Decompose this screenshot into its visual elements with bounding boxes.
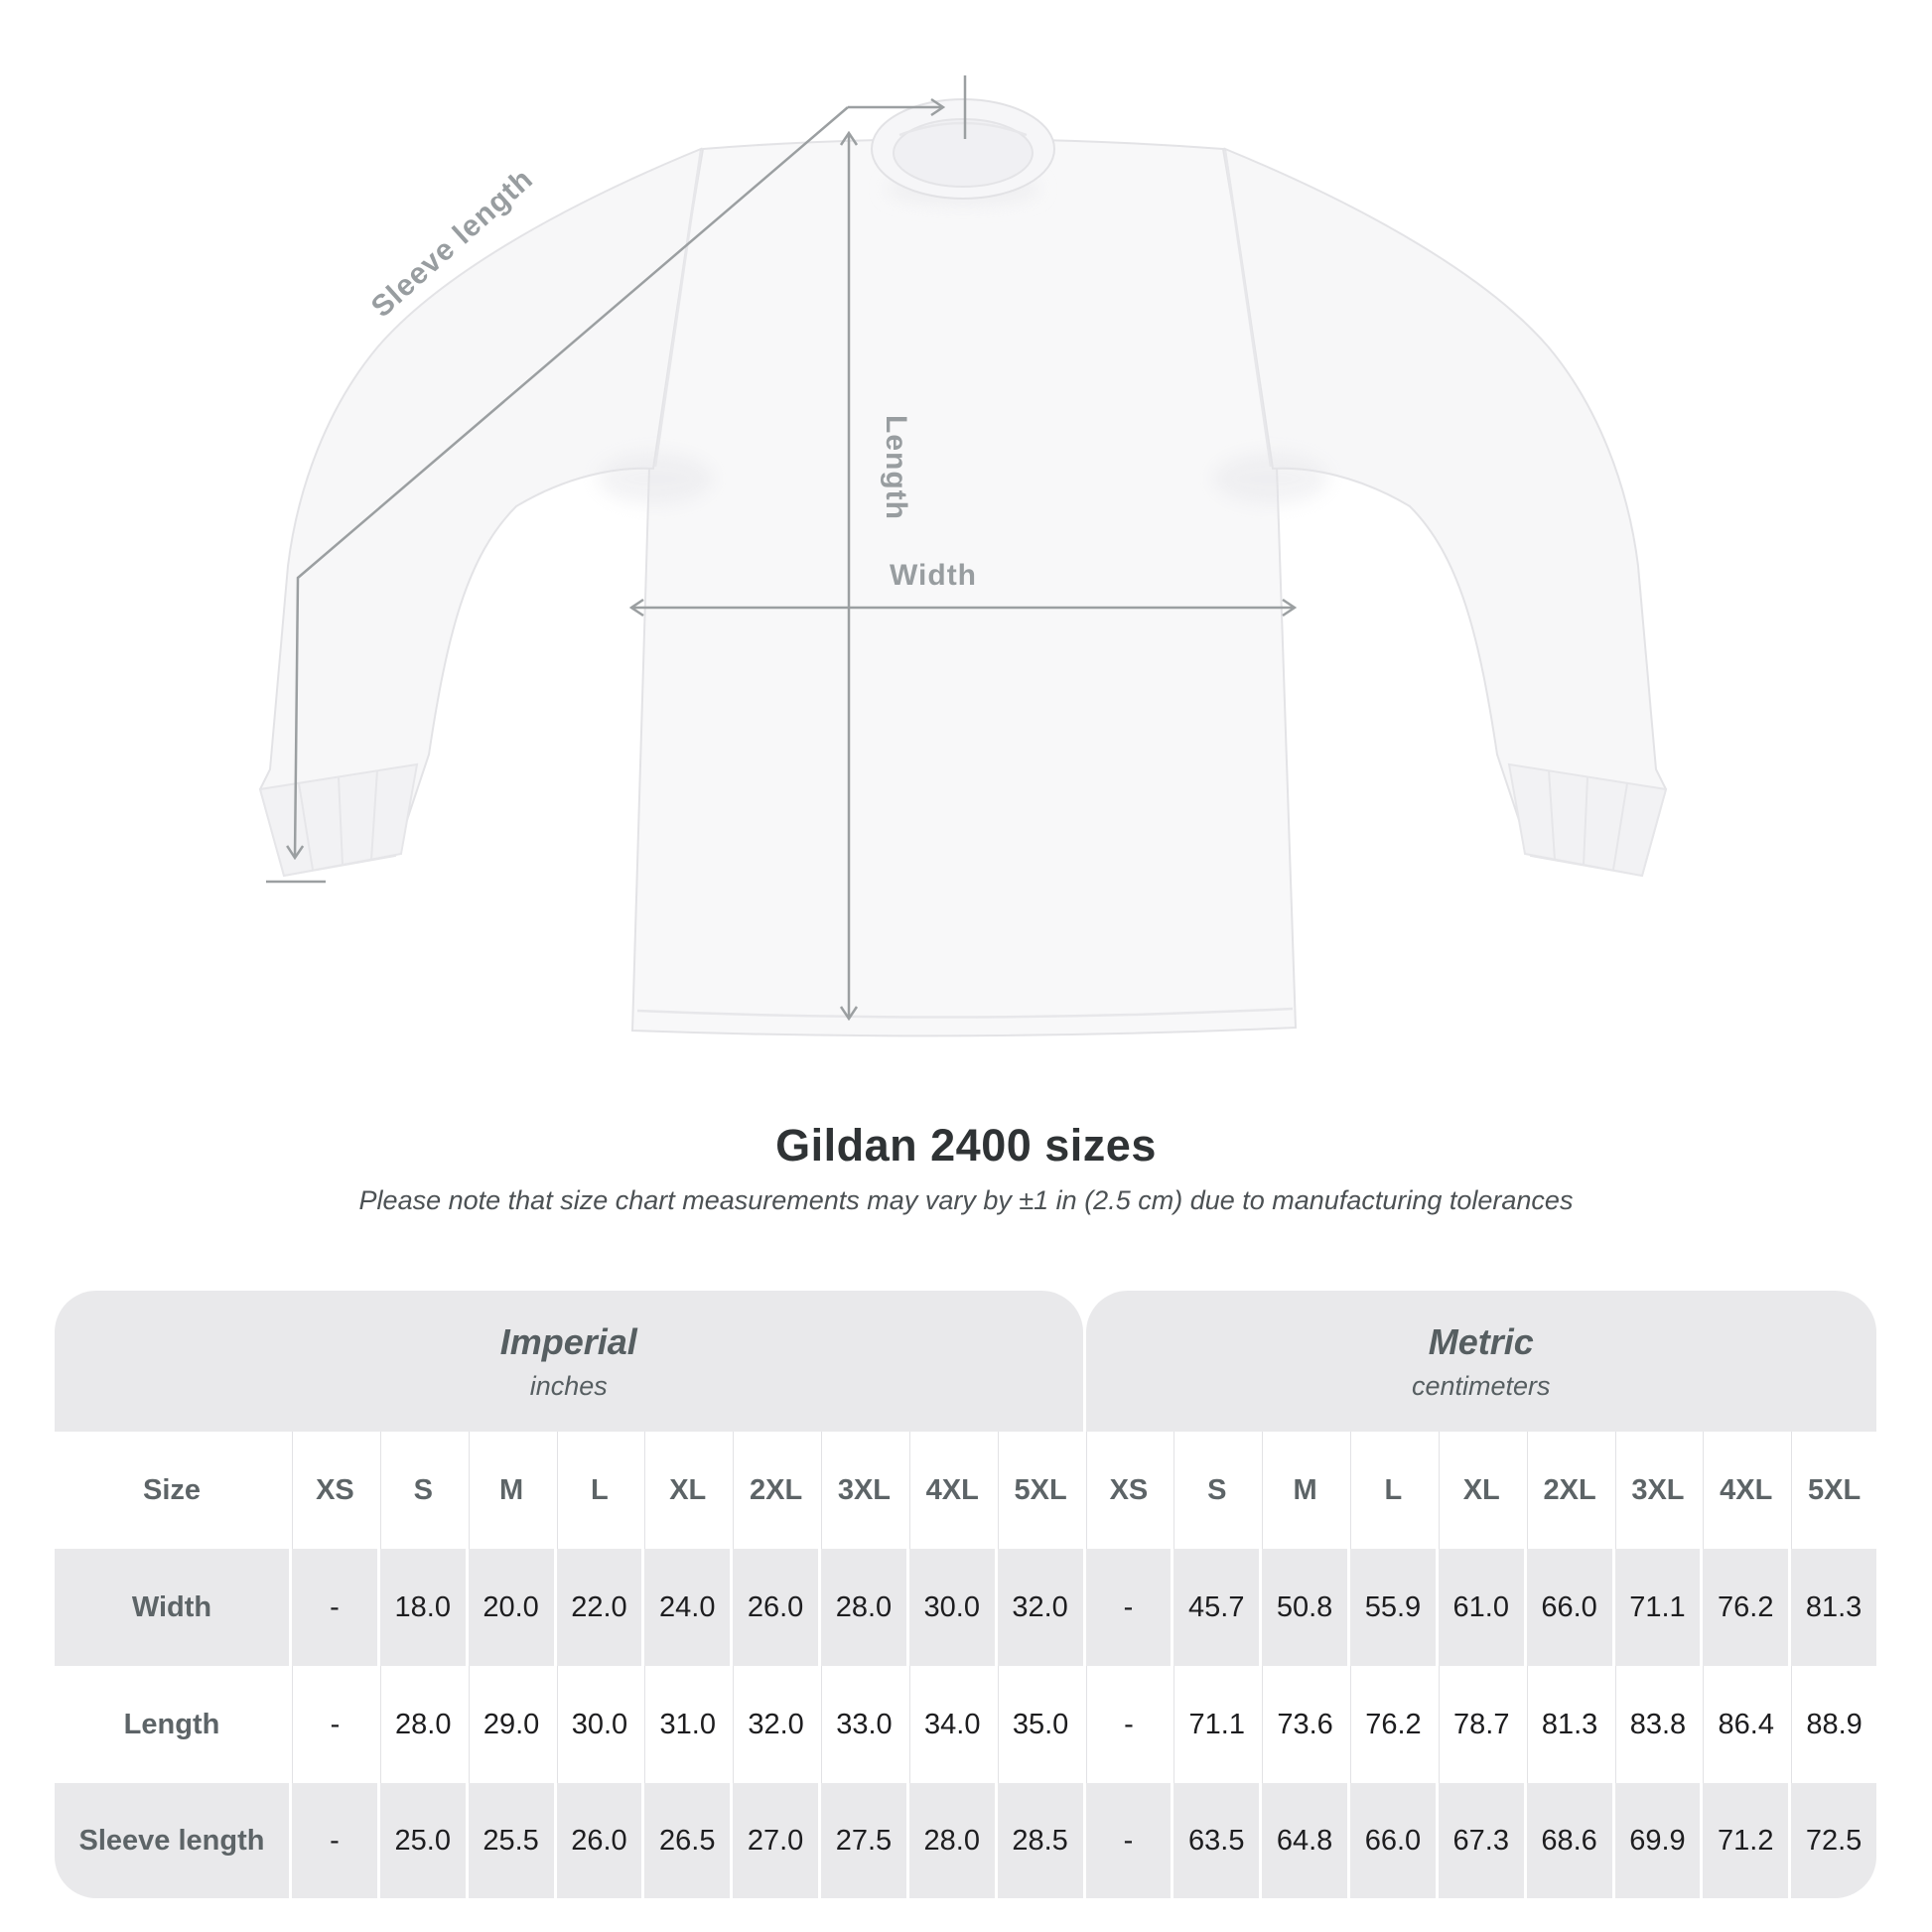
value-cell: 73.6	[1262, 1666, 1347, 1783]
imperial-group-unit: inches	[529, 1370, 608, 1401]
width-label: Width	[890, 559, 977, 592]
value-cell: 32.0	[733, 1666, 818, 1783]
value-cell: 35.0	[997, 1666, 1083, 1783]
size-header: 4XL	[908, 1432, 995, 1549]
value-cell: 55.9	[1350, 1549, 1436, 1666]
value-cell: 30.0	[908, 1549, 995, 1666]
size-header: 4XL	[1703, 1432, 1789, 1549]
size-header: XS	[1085, 1432, 1172, 1549]
size-header: XS	[292, 1432, 377, 1549]
metric-group-unit: centimeters	[1411, 1370, 1551, 1401]
value-cell: 66.0	[1526, 1549, 1612, 1666]
size-header: M	[468, 1432, 554, 1549]
size-header: L	[1350, 1432, 1436, 1549]
imperial-group-header: Imperial inches	[55, 1291, 1083, 1432]
value-cell: 81.3	[1526, 1666, 1612, 1783]
imperial-group-title: Imperial	[499, 1320, 637, 1362]
metric-group-title: Metric	[1428, 1320, 1534, 1362]
size-column-header: Size	[55, 1432, 289, 1549]
value-cell: 88.9	[1791, 1666, 1876, 1783]
value-cell: 61.0	[1438, 1549, 1524, 1666]
value-cell: 27.0	[733, 1783, 818, 1898]
size-header: 3XL	[1614, 1432, 1701, 1549]
value-cell: 32.0	[997, 1549, 1083, 1666]
value-cell: 76.2	[1703, 1549, 1789, 1666]
value-cell: 24.0	[644, 1549, 731, 1666]
value-cell: 26.0	[733, 1549, 818, 1666]
value-cell: 25.5	[468, 1783, 554, 1898]
value-cell: 28.0	[908, 1783, 995, 1898]
value-cell: -	[292, 1666, 377, 1783]
value-cell: 28.0	[821, 1549, 906, 1666]
shirt-right-sleeve	[1223, 147, 1668, 878]
size-header: 3XL	[821, 1432, 906, 1549]
value-cell: 28.5	[997, 1783, 1083, 1898]
size-header: L	[556, 1432, 642, 1549]
size-header: S	[379, 1432, 466, 1549]
value-cell: 68.6	[1526, 1783, 1612, 1898]
value-cell: 67.3	[1438, 1783, 1524, 1898]
value-cell: 71.2	[1703, 1783, 1789, 1898]
size-table: Imperial inches Metric centimeters Size …	[55, 1291, 1876, 1898]
value-cell: 26.5	[644, 1783, 731, 1898]
hem-seam	[636, 1007, 1294, 1019]
value-cell: 20.0	[468, 1549, 554, 1666]
value-cell: 81.3	[1791, 1549, 1876, 1666]
value-cell: -	[1085, 1549, 1172, 1666]
shirt-left-sleeve	[258, 147, 703, 878]
size-header: 2XL	[1526, 1432, 1612, 1549]
value-cell: 25.0	[379, 1783, 466, 1898]
subtitle: Please note that size chart measurements…	[358, 1185, 1574, 1215]
size-header: S	[1173, 1432, 1260, 1549]
value-cell: 64.8	[1262, 1783, 1347, 1898]
left-shoulder-seam	[653, 150, 703, 468]
right-shoulder-seam	[1223, 150, 1273, 468]
value-cell: 29.0	[468, 1666, 554, 1783]
right-cuff	[1507, 762, 1668, 878]
value-cell: 63.5	[1173, 1783, 1260, 1898]
value-cell: 26.0	[556, 1783, 642, 1898]
metric-group-header: Metric centimeters	[1085, 1291, 1876, 1432]
value-cell: 34.0	[908, 1666, 995, 1783]
value-cell: 27.5	[821, 1783, 906, 1898]
title-block: Gildan 2400 sizes Please note that size …	[0, 1120, 1932, 1216]
value-cell: 83.8	[1614, 1666, 1701, 1783]
value-cell: 71.1	[1614, 1549, 1701, 1666]
size-header: 2XL	[733, 1432, 818, 1549]
value-cell: 76.2	[1350, 1666, 1436, 1783]
value-cell: 22.0	[556, 1549, 642, 1666]
value-cell: -	[292, 1783, 377, 1898]
size-header: XL	[644, 1432, 731, 1549]
value-cell: 72.5	[1791, 1783, 1876, 1898]
value-cell: 69.9	[1614, 1783, 1701, 1898]
value-cell: 71.1	[1173, 1666, 1260, 1783]
sleeve-length-arrow	[295, 106, 849, 858]
row-label-width: Width	[55, 1549, 289, 1666]
value-cell: 33.0	[821, 1666, 906, 1783]
size-header: 5XL	[1791, 1432, 1876, 1549]
value-cell: -	[1085, 1783, 1172, 1898]
size-header: 5XL	[997, 1432, 1083, 1549]
row-label-sleeve-length: Sleeve length	[55, 1783, 289, 1898]
collar	[871, 98, 1055, 200]
size-header: M	[1262, 1432, 1347, 1549]
value-cell: -	[1085, 1666, 1172, 1783]
value-cell: 86.4	[1703, 1666, 1789, 1783]
page-title: Gildan 2400 sizes	[775, 1120, 1157, 1171]
value-cell: 18.0	[379, 1549, 466, 1666]
value-cell: 30.0	[556, 1666, 642, 1783]
value-cell: 31.0	[644, 1666, 731, 1783]
value-cell: 50.8	[1262, 1549, 1347, 1666]
value-cell: 66.0	[1350, 1783, 1436, 1898]
value-cell: -	[292, 1549, 377, 1666]
shirt-diagram: Sleeve length Length Width	[258, 75, 1668, 1037]
size-header: XL	[1438, 1432, 1524, 1549]
value-cell: 78.7	[1438, 1666, 1524, 1783]
row-label-length: Length	[55, 1666, 289, 1783]
value-cell: 45.7	[1173, 1549, 1260, 1666]
value-cell: 28.0	[379, 1666, 466, 1783]
length-label: Length	[880, 415, 912, 520]
shirt-illustration	[258, 98, 1668, 1037]
